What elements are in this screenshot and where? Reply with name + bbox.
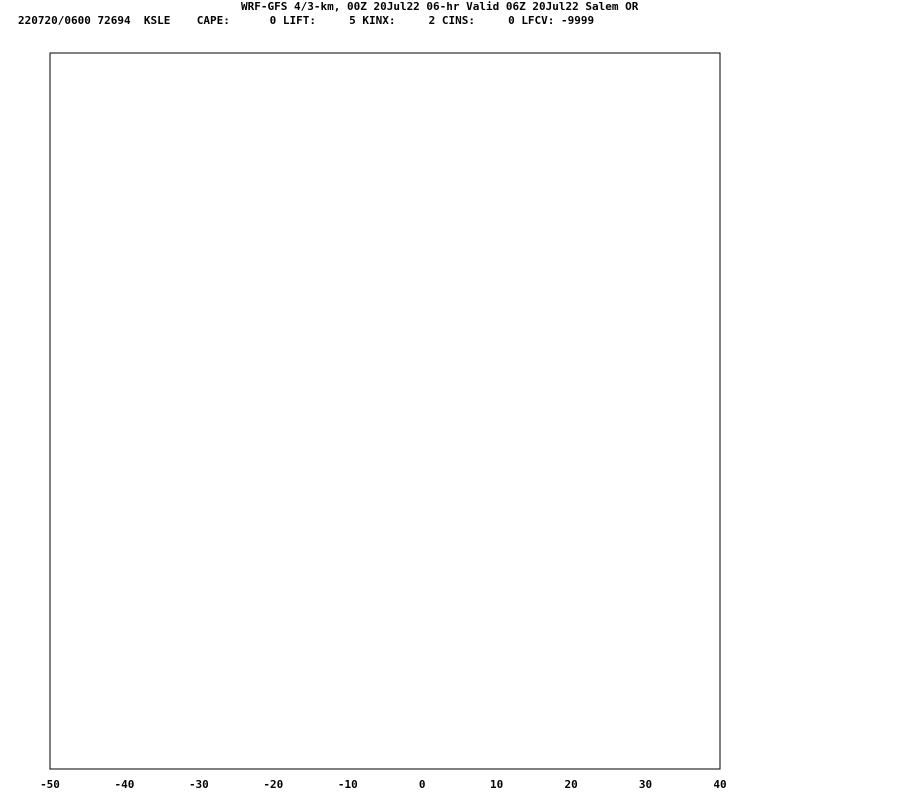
x-tick-label: -30 <box>189 778 209 791</box>
header-line-2: 220720/0600 72694 KSLE CAPE: 0 LIFT: 5 K… <box>18 14 595 27</box>
x-tick-label: -40 <box>115 778 135 791</box>
plot-frame <box>49 52 721 770</box>
x-tick-label: 30 <box>639 778 652 791</box>
x-tick-label: -50 <box>40 778 60 791</box>
x-tick-label: -10 <box>338 778 358 791</box>
x-tick-label: 10 <box>490 778 503 791</box>
chart-header: WRF-GFS 4/3-km, 00Z 20Jul22 06-hr Valid … <box>0 0 900 40</box>
x-tick-label: 20 <box>564 778 577 791</box>
x-tick-label: 0 <box>419 778 426 791</box>
x-tick-label: -20 <box>263 778 283 791</box>
x-axis-ticks: -50 -40 -30 -20 -10 0 10 20 30 40 <box>40 778 727 791</box>
header-line-1: WRF-GFS 4/3-km, 00Z 20Jul22 06-hr Valid … <box>241 0 639 13</box>
x-tick-label: 40 <box>713 778 726 791</box>
